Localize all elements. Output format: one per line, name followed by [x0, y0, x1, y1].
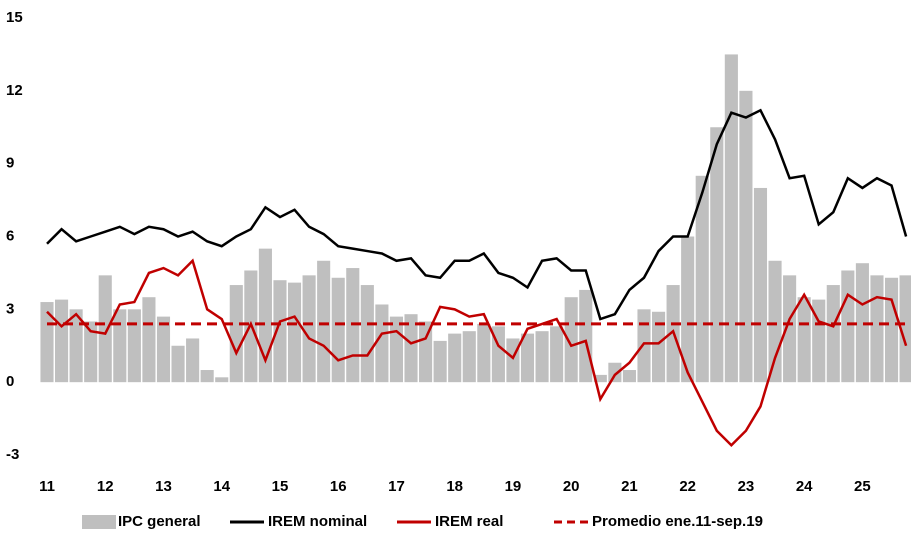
x-tick-label: 16 — [330, 478, 347, 495]
bar — [389, 316, 404, 383]
bar — [695, 175, 709, 383]
bar — [608, 362, 622, 383]
x-tick-label: 24 — [796, 478, 813, 495]
bar — [142, 297, 156, 383]
y-tick-label: 9 — [6, 155, 14, 172]
bar — [870, 275, 884, 383]
bar — [550, 326, 564, 383]
bar — [899, 275, 911, 383]
bar — [419, 321, 433, 383]
bar — [652, 311, 666, 383]
bar — [841, 270, 855, 383]
bar — [622, 370, 636, 383]
bar — [593, 374, 607, 383]
legend-label: IPC general — [118, 513, 201, 530]
legend-label: Promedio ene.11-sep.19 — [592, 513, 763, 530]
x-tick-label: 11 — [39, 478, 55, 495]
legend-label: IREM real — [435, 513, 503, 530]
bar — [84, 321, 98, 383]
bar — [797, 297, 811, 383]
y-tick-label: 0 — [6, 373, 14, 390]
x-tick-label: 21 — [621, 478, 638, 495]
bar — [520, 333, 535, 383]
x-tick-label: 22 — [679, 478, 696, 495]
bar — [229, 285, 243, 383]
x-tick-label: 15 — [272, 478, 289, 495]
line — [46, 258, 908, 448]
x-tick-label: 20 — [563, 478, 580, 495]
bar — [171, 345, 185, 383]
bar — [156, 316, 171, 383]
bar — [302, 275, 316, 383]
bar — [739, 90, 753, 383]
x-tick-label: 19 — [505, 478, 522, 495]
x-tick-label: 12 — [97, 478, 114, 495]
bar — [360, 285, 374, 383]
x-tick-label: 23 — [738, 478, 755, 495]
bar — [724, 54, 738, 383]
bar — [186, 338, 200, 383]
x-tick-label: 13 — [155, 478, 172, 495]
y-tick-label: -3 — [6, 446, 19, 463]
x-tick-label: 14 — [213, 478, 230, 495]
y-tick-label: 3 — [6, 300, 14, 317]
bar — [55, 299, 69, 383]
bar — [579, 289, 593, 383]
bar — [69, 309, 83, 383]
line — [46, 108, 908, 321]
bar — [477, 323, 491, 383]
x-tick-label: 18 — [446, 478, 463, 495]
bar — [637, 309, 651, 383]
bar — [506, 338, 520, 383]
bar — [462, 331, 476, 383]
bar — [98, 275, 112, 383]
bar — [375, 304, 389, 383]
bar — [317, 260, 331, 383]
bar — [535, 331, 549, 383]
bar — [200, 370, 214, 383]
bar — [273, 280, 287, 383]
y-tick-label: 12 — [6, 82, 23, 99]
bar — [783, 275, 797, 383]
legend-swatch — [82, 515, 116, 529]
bar — [127, 309, 141, 383]
x-tick-label: 25 — [854, 478, 871, 495]
bar — [855, 263, 869, 383]
bar — [826, 285, 840, 383]
x-tick-label: 17 — [388, 478, 405, 495]
bar — [753, 187, 768, 383]
y-tick-label: 15 — [6, 9, 23, 26]
legend-label: IREM nominal — [268, 513, 367, 530]
bar — [681, 236, 695, 383]
bar — [287, 282, 302, 383]
bar — [40, 302, 54, 383]
bar — [331, 277, 345, 383]
bar — [404, 314, 418, 383]
y-tick-label: 6 — [6, 227, 14, 244]
bar — [768, 260, 782, 383]
bar — [448, 333, 462, 383]
bar — [812, 299, 826, 383]
bar — [215, 377, 229, 383]
bar — [433, 340, 447, 383]
bar — [884, 277, 899, 383]
bar — [710, 127, 724, 383]
bar — [564, 297, 578, 383]
bar — [113, 309, 127, 383]
